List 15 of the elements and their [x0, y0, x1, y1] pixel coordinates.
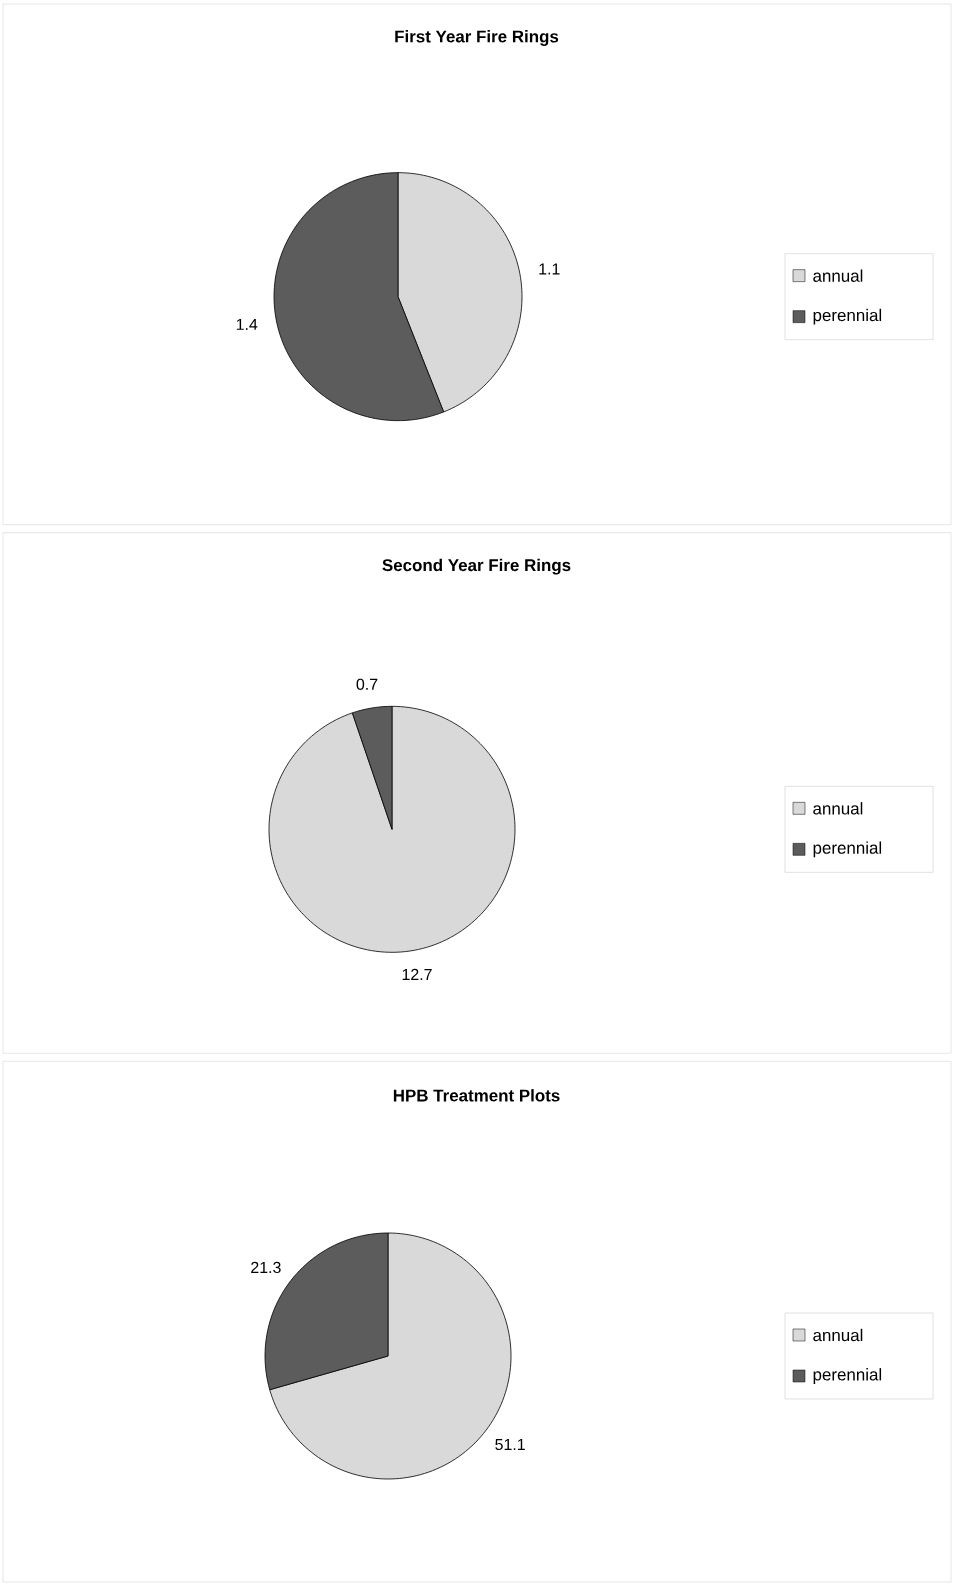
legend-label: perennial	[813, 308, 882, 325]
legend-label: perennial	[813, 1368, 882, 1384]
legend-label: perennial	[813, 841, 882, 858]
chart-title: HPB Treatment Plots	[393, 1089, 560, 1102]
data-label: 1.1	[539, 263, 560, 275]
data-label: 0.7	[356, 678, 378, 690]
legend-label: annual	[813, 269, 863, 282]
data-label: 1.4	[236, 318, 258, 330]
chart-title: Second Year Fire Rings	[382, 558, 571, 575]
data-label: 51.1	[495, 1438, 525, 1451]
data-label: 21.3	[251, 1261, 281, 1274]
legend-label: annual	[813, 802, 863, 815]
legend-label: annual	[813, 1328, 863, 1342]
data-label: 12.7	[402, 968, 432, 980]
chart-title: First Year Fire Rings	[395, 30, 559, 46]
